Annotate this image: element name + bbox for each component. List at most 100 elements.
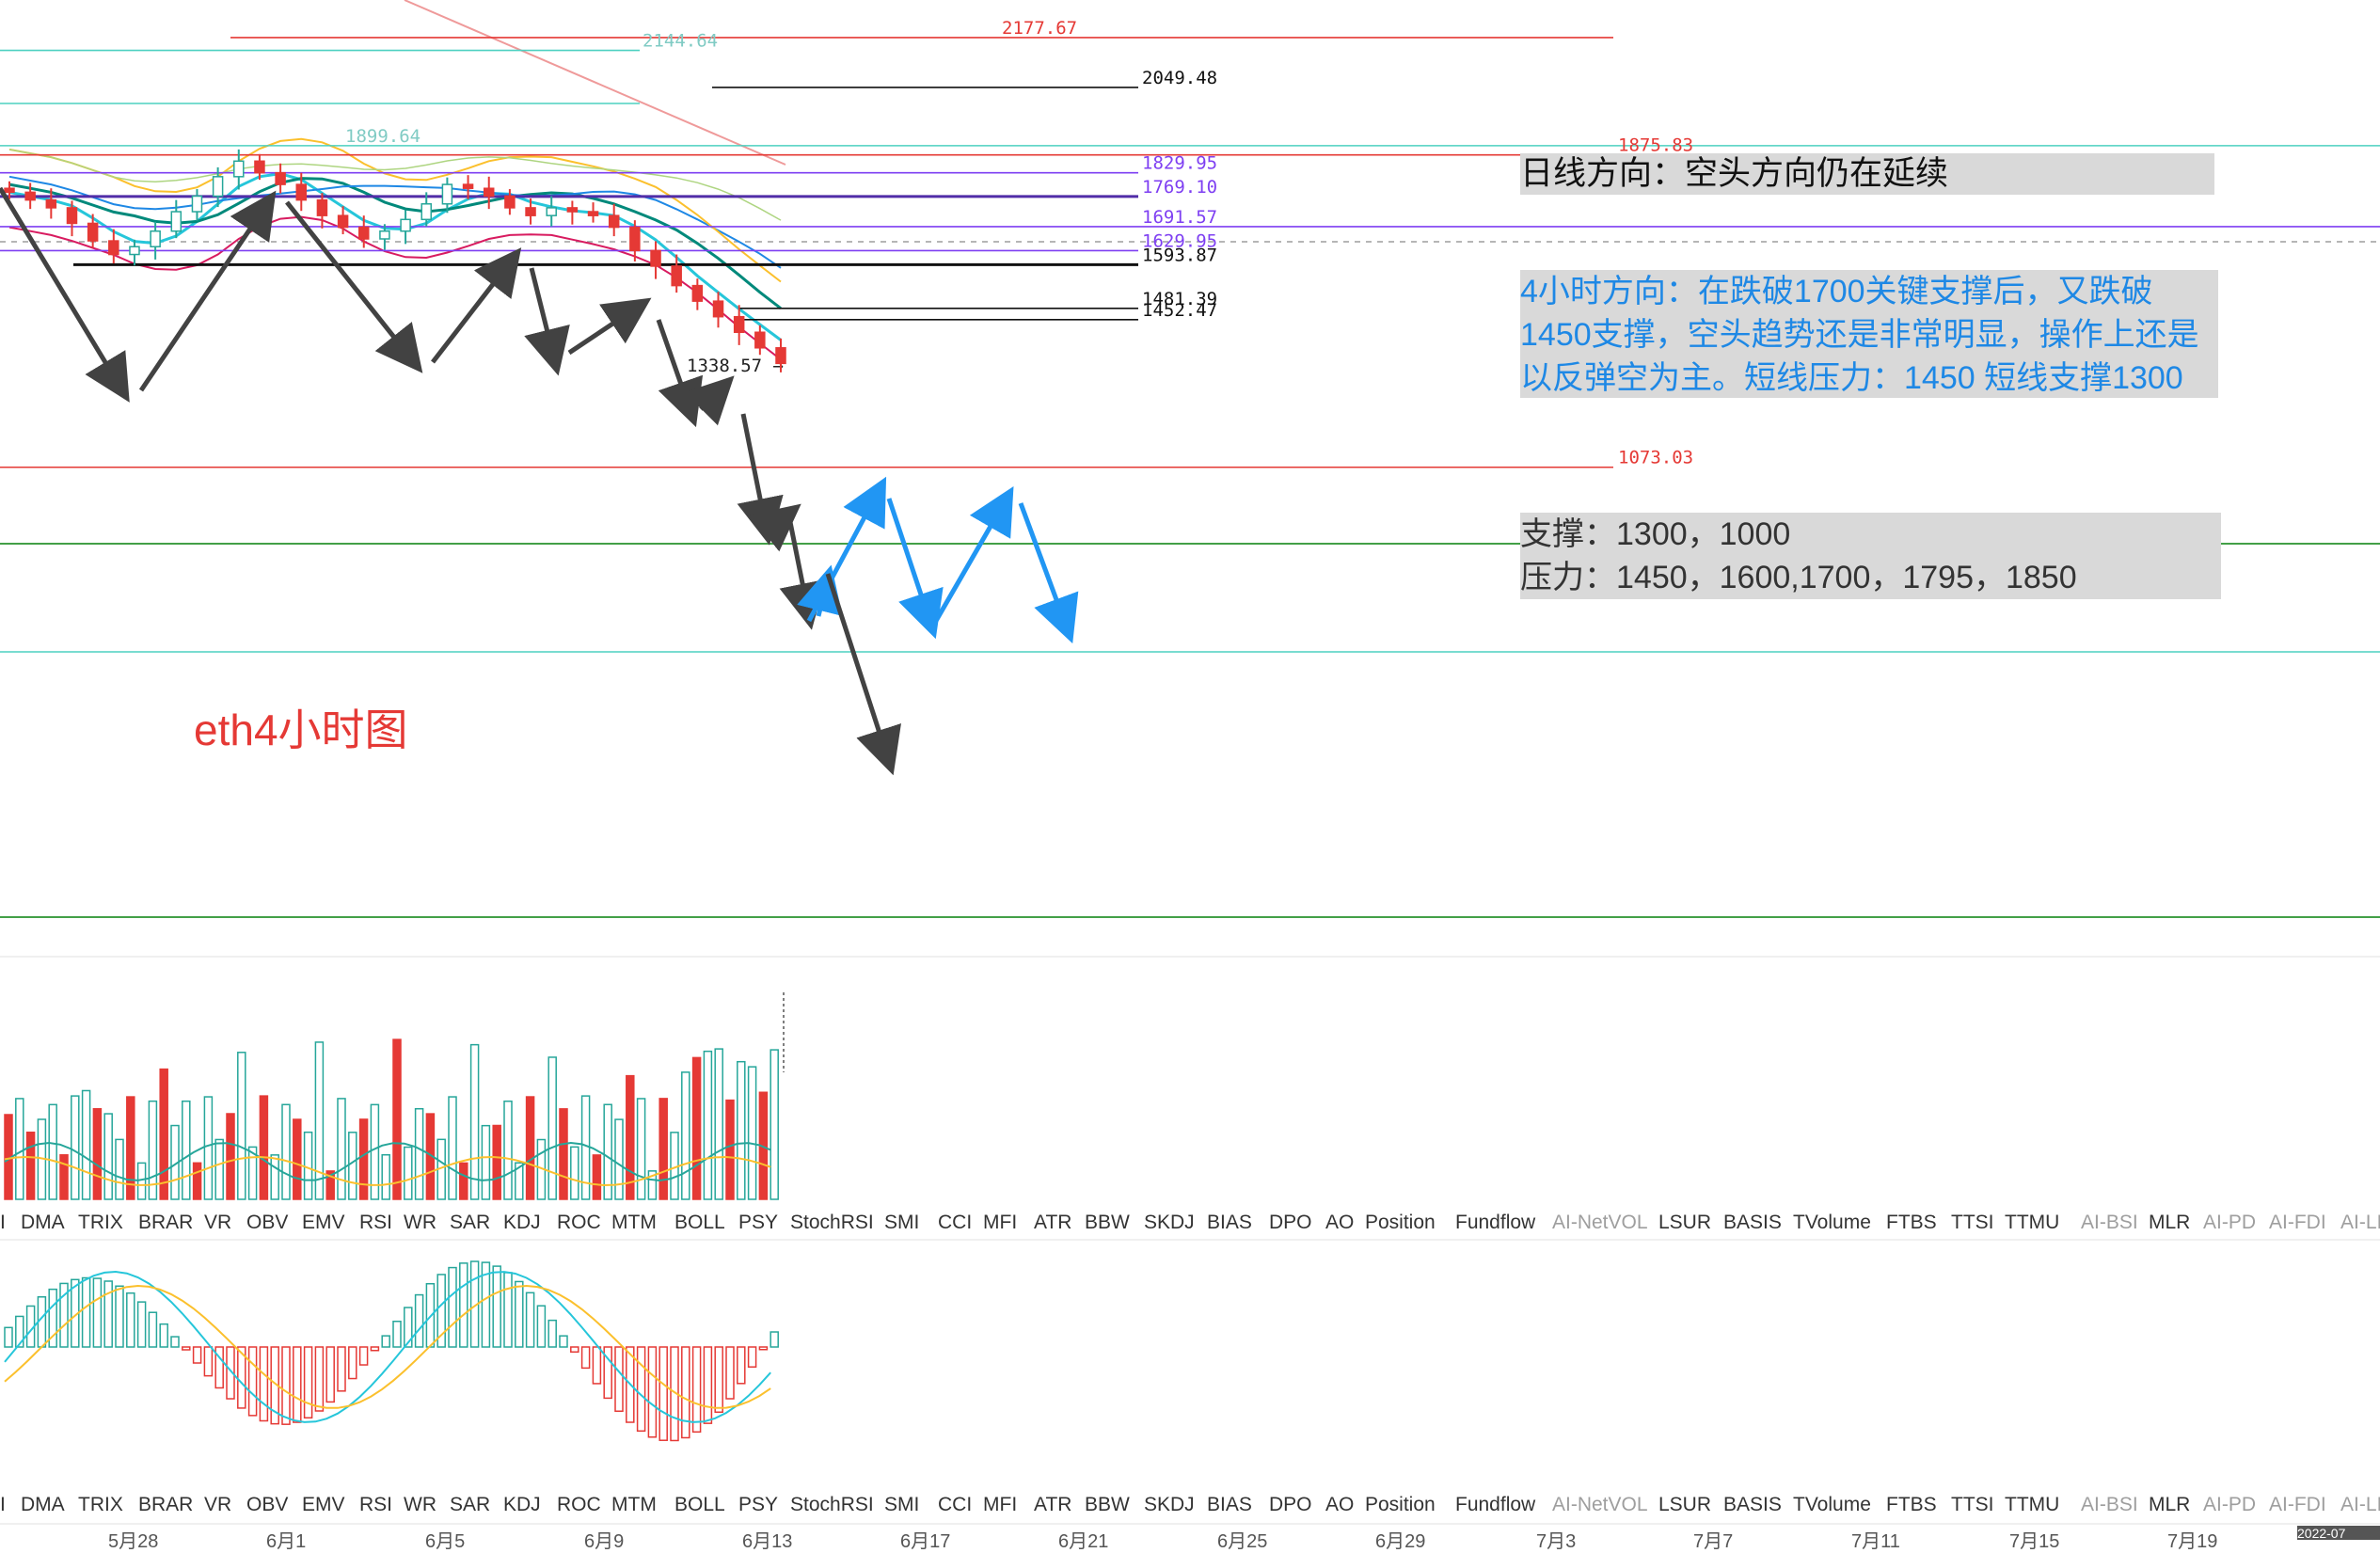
indicator-tab-kdj[interactable]: KDJ	[503, 1494, 541, 1515]
indicator-tab-ftbs[interactable]: FTBS	[1886, 1212, 1937, 1233]
indicator-tab-smi[interactable]: SMI	[884, 1212, 920, 1233]
indicator-tab-dma[interactable]: DMA	[21, 1212, 65, 1233]
indicator-tab-brar[interactable]: BRAR	[138, 1494, 194, 1515]
volume-bar-64	[714, 1048, 723, 1200]
indicator-tab-skdj[interactable]: SKDJ	[1144, 1494, 1195, 1515]
indicator-tab-ai-li[interactable]: AI-LI	[2340, 1212, 2380, 1233]
indicator-tab-vr[interactable]: VR	[204, 1212, 232, 1233]
macd-bar-68	[758, 1346, 769, 1351]
indicator-tab-ftbs[interactable]: FTBS	[1886, 1494, 1937, 1515]
indicator-tab-boll[interactable]: BOLL	[674, 1494, 725, 1515]
macd-bar-36	[404, 1307, 413, 1348]
indicator-tab-i[interactable]: I	[0, 1212, 6, 1233]
indicator-tab-mtm[interactable]: MTM	[611, 1212, 657, 1233]
indicator-tab-obv[interactable]: OBV	[246, 1494, 289, 1515]
indicator-tab-dpo[interactable]: DPO	[1269, 1494, 1312, 1515]
indicator-tab-bbw[interactable]: BBW	[1085, 1212, 1130, 1233]
indicator-tab-ai-li[interactable]: AI-LI	[2340, 1494, 2380, 1515]
indicator-tab-position[interactable]: Position	[1365, 1494, 1436, 1515]
indicator-tab-smi[interactable]: SMI	[884, 1494, 920, 1515]
candle-body-33	[691, 284, 704, 302]
indicator-tab-rsi[interactable]: RSI	[359, 1212, 393, 1233]
indicator-tab-ai-fdi[interactable]: AI-FDI	[2269, 1212, 2326, 1233]
indicator-tab-psy[interactable]: PSY	[738, 1494, 779, 1515]
indicator-tab-obv[interactable]: OBV	[246, 1212, 289, 1233]
candle-body-32	[671, 265, 682, 287]
indicator-tab-skdj[interactable]: SKDJ	[1144, 1212, 1195, 1233]
indicator-tab-bias[interactable]: BIAS	[1207, 1494, 1252, 1515]
indicator-tab-ao[interactable]: AO	[1325, 1212, 1355, 1233]
volume-bar-36	[404, 1146, 413, 1200]
indicator-tab-ai-fdi[interactable]: AI-FDI	[2269, 1494, 2326, 1515]
indicator-tab-ai-bsi[interactable]: AI-BSI	[2081, 1494, 2138, 1515]
indicator-tab-ttsi[interactable]: TTSI	[1951, 1494, 1994, 1515]
indicator-tab-tvolume[interactable]: TVolume	[1793, 1212, 1871, 1233]
indicator-tab-mlr[interactable]: MLR	[2149, 1494, 2191, 1515]
indicator-tab-ai-netvol[interactable]: AI-NetVOL	[1552, 1494, 1648, 1515]
indicator-tab-emv[interactable]: EMV	[302, 1212, 345, 1233]
indicator-tab-psy[interactable]: PSY	[738, 1212, 779, 1233]
indicator-tab-lsur[interactable]: LSUR	[1658, 1212, 1712, 1233]
indicator-tab-atr[interactable]: ATR	[1034, 1494, 1072, 1515]
indicator-tab-kdj[interactable]: KDJ	[503, 1212, 541, 1233]
indicator-tab-roc[interactable]: ROC	[557, 1494, 601, 1515]
indicator-tab-mlr[interactable]: MLR	[2149, 1212, 2191, 1233]
indicator-tab-brar[interactable]: BRAR	[138, 1212, 194, 1233]
indicator-tab-sar[interactable]: SAR	[450, 1494, 491, 1515]
indicator-tab-atr[interactable]: ATR	[1034, 1212, 1072, 1233]
indicator-tab-ao[interactable]: AO	[1325, 1494, 1355, 1515]
indicator-tab-wr[interactable]: WR	[404, 1212, 436, 1233]
indicator-tab-rsi[interactable]: RSI	[359, 1494, 393, 1515]
indicator-tab-mfi[interactable]: MFI	[983, 1494, 1018, 1515]
indicator-tab-basis[interactable]: BASIS	[1723, 1212, 1782, 1233]
indicator-tab-mtm[interactable]: MTM	[611, 1494, 657, 1515]
volume-bar-41	[459, 1162, 468, 1200]
indicator-tab-cci[interactable]: CCI	[938, 1494, 973, 1515]
indicator-tab-tvolume[interactable]: TVolume	[1793, 1494, 1871, 1515]
indicator-tab-trix[interactable]: TRIX	[78, 1212, 123, 1233]
indicator-tab-bias[interactable]: BIAS	[1207, 1212, 1252, 1233]
candle-body-16	[337, 214, 349, 229]
volume-bar-44	[492, 1124, 501, 1200]
volume-ma-short	[4, 1141, 771, 1182]
indicator-tab-sar[interactable]: SAR	[450, 1212, 491, 1233]
indicator-tab-ai-bsi[interactable]: AI-BSI	[2081, 1212, 2138, 1233]
indicator-tab-cci[interactable]: CCI	[938, 1212, 973, 1233]
indicator-tab-ttsi[interactable]: TTSI	[1951, 1212, 1994, 1233]
indicator-tab-boll[interactable]: BOLL	[674, 1212, 725, 1233]
macd-bar-29	[325, 1346, 335, 1403]
indicator-tab-vr[interactable]: VR	[204, 1494, 232, 1515]
indicator-tab-bbw[interactable]: BBW	[1085, 1494, 1130, 1515]
indicator-tab-position[interactable]: Position	[1365, 1212, 1436, 1233]
macd-bar-48	[536, 1305, 547, 1348]
indicator-tab-emv[interactable]: EMV	[302, 1494, 345, 1515]
indicator-tab-ttmu[interactable]: TTMU	[2005, 1212, 2060, 1233]
indicator-tab-ai-pd[interactable]: AI-PD	[2203, 1212, 2257, 1233]
indicator-tab-basis[interactable]: BASIS	[1723, 1494, 1782, 1515]
indicator-tab-mfi[interactable]: MFI	[983, 1212, 1018, 1233]
indicator-tab-i[interactable]: I	[0, 1494, 6, 1515]
volume-bar-53	[592, 1154, 602, 1200]
macd-bar-52	[580, 1346, 591, 1370]
macd-bar-8	[92, 1277, 103, 1348]
volume-bar-50	[559, 1108, 568, 1200]
volume-bar-67	[747, 1066, 757, 1200]
volume-bar-42	[469, 1043, 480, 1200]
macd-bar-37	[414, 1293, 424, 1348]
indicator-tab-dma[interactable]: DMA	[21, 1494, 65, 1515]
indicator-tab-fundflow[interactable]: Fundflow	[1455, 1494, 1536, 1515]
indicator-tab-ttmu[interactable]: TTMU	[2005, 1494, 2060, 1515]
indicator-tab-ai-netvol[interactable]: AI-NetVOL	[1552, 1212, 1648, 1233]
indicator-tab-roc[interactable]: ROC	[557, 1212, 601, 1233]
indicator-tab-trix[interactable]: TRIX	[78, 1494, 123, 1515]
moving-average-lines	[8, 0, 786, 360]
indicator-tab-stochrsi[interactable]: StochRSI	[790, 1212, 874, 1233]
indicator-tab-ai-pd[interactable]: AI-PD	[2203, 1494, 2257, 1515]
indicator-tab-wr[interactable]: WR	[404, 1494, 436, 1515]
indicator-tab-lsur[interactable]: LSUR	[1658, 1494, 1712, 1515]
indicator-tab-dpo[interactable]: DPO	[1269, 1212, 1312, 1233]
indicator-tab-fundflow[interactable]: Fundflow	[1455, 1212, 1536, 1233]
indicator-tab-stochrsi[interactable]: StochRSI	[790, 1494, 874, 1515]
macd-bar-46	[515, 1280, 524, 1348]
